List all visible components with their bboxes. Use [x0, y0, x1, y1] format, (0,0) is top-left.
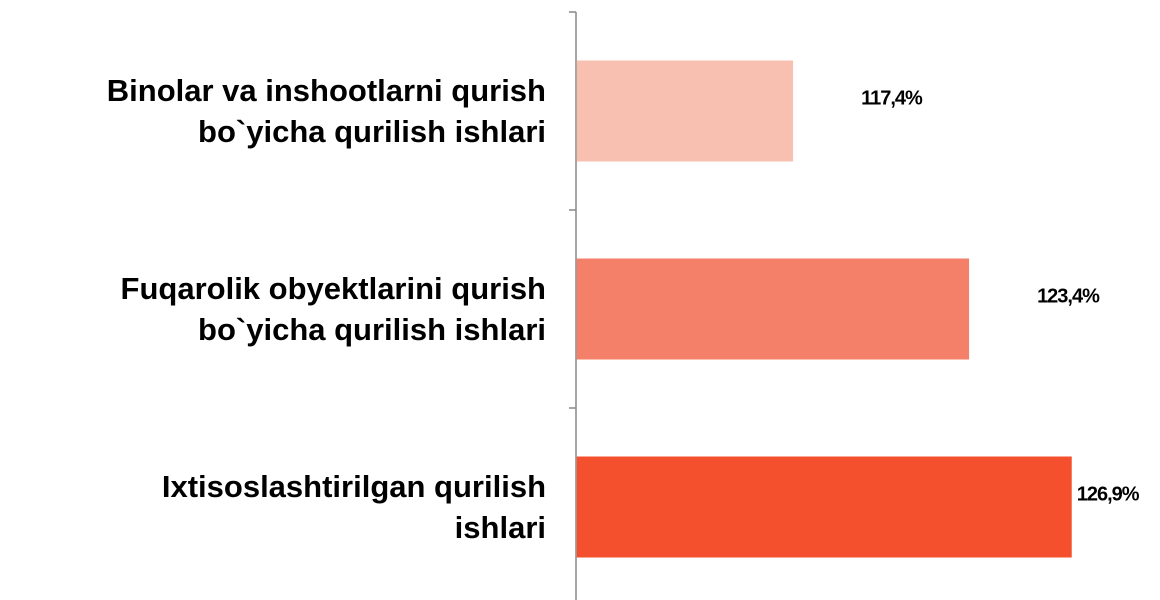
data-label: 117,4% [861, 87, 923, 109]
category-label: Fuqarolik obyektlarini qurish bo`yicha q… [120, 271, 546, 347]
category-label: Binolar va inshootlarni qurish bo`yicha … [106, 73, 546, 149]
bar [576, 456, 1072, 558]
bar [576, 258, 970, 360]
category-label: Ixtisoslashtirilgan qurilish ishlari [161, 469, 546, 545]
data-label: 126,9% [1077, 483, 1140, 505]
bar [576, 60, 794, 162]
data-label: 123,4% [1037, 285, 1100, 307]
